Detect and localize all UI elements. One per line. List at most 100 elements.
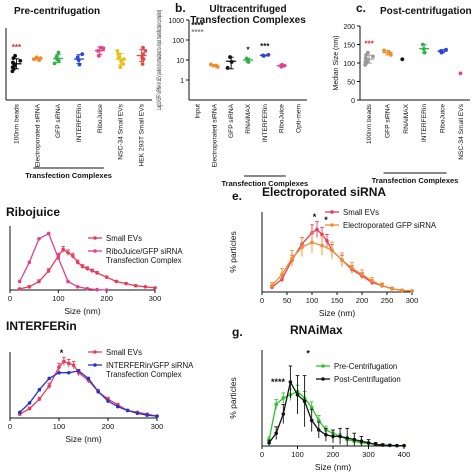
- x-tick-label: 300: [149, 294, 162, 303]
- x-tick-label: 0: [260, 296, 264, 305]
- data-point: [18, 410, 22, 415]
- legend-label: Pre-Centrifugation: [334, 362, 397, 371]
- x-axis-label: Size (nm): [65, 434, 102, 444]
- panel-title-line: RNAiMax: [290, 323, 343, 337]
- x-tick-label: 0: [8, 422, 12, 431]
- data-point: [95, 271, 99, 275]
- data-point: [290, 256, 294, 261]
- data-point: [75, 285, 80, 289]
- data-point: [116, 52, 121, 57]
- category-label: RiboJuice: [440, 104, 447, 133]
- data-point: [37, 279, 41, 284]
- data-point: [300, 245, 304, 249]
- x-tick-label: 200: [356, 296, 369, 305]
- data-point: [380, 443, 385, 447]
- legend-marker: [330, 210, 334, 214]
- y-tick-label: 150: [343, 43, 355, 50]
- data-point: [140, 62, 145, 66]
- x-tick-label: 300: [406, 296, 419, 305]
- data-point: [331, 434, 335, 439]
- x-tick-label: 400: [398, 450, 411, 459]
- y-tick-label: 10: [176, 58, 184, 65]
- x-axis-label: Size (nm): [315, 462, 352, 472]
- data-point: [274, 402, 279, 407]
- x-axis-label: Size (nm): [319, 308, 356, 318]
- data-point: [145, 413, 149, 417]
- data-point: [75, 260, 80, 265]
- data-point: [143, 285, 148, 289]
- legend-label-line: Transfection Complex: [106, 256, 182, 265]
- panel-title-line: Ultracentrifuged: [209, 4, 286, 15]
- legend-label: Small EVs: [106, 234, 142, 243]
- category-label: RNAiMAX: [245, 103, 252, 133]
- data-point: [27, 285, 32, 289]
- data-point: [267, 441, 271, 445]
- significance-mark: ***: [12, 43, 22, 52]
- series-line: [268, 390, 404, 447]
- legend-label-line: Transfection Complex: [106, 370, 182, 379]
- data-point: [27, 406, 32, 411]
- data-point: [281, 412, 286, 416]
- category-label: Input: [194, 104, 201, 119]
- data-point: [320, 243, 324, 248]
- data-point: [324, 433, 328, 437]
- category-label: NSC-34 Small EVs: [458, 103, 465, 159]
- data-point: [86, 376, 91, 381]
- significance-mark: ***: [260, 42, 270, 51]
- data-point: [85, 266, 90, 271]
- significance-mark: *: [60, 348, 64, 358]
- data-point: [395, 443, 399, 448]
- panel-c: 200 150 100 50 0 Median Size (nm) 100nm beads G…: [333, 24, 470, 185]
- panel-b: 1000 100 10 1 Log10 GFP siRNA in sEV pellet …: [156, 10, 308, 188]
- data-point: [106, 399, 110, 403]
- panel-label: c.: [356, 1, 366, 15]
- category-label: Electroporated siRNA: [34, 103, 41, 167]
- data-point: [280, 272, 284, 277]
- data-point: [37, 387, 42, 392]
- data-point: [114, 279, 119, 284]
- y-tick-label: 200: [343, 24, 355, 31]
- data-point: [338, 434, 342, 439]
- y-tick-label: 100: [343, 61, 355, 68]
- data-point: [104, 288, 109, 292]
- legend-label-line: Small EVs: [106, 348, 142, 357]
- data-point: [125, 408, 130, 413]
- data-point: [400, 57, 405, 62]
- panel-e: 0 50 100 150 200 250 300 Size (nm) % particles * *: [228, 210, 418, 318]
- data-point: [116, 404, 120, 409]
- panel-title: Pre-centrifugation: [14, 6, 100, 17]
- y-tick-label: 50: [347, 80, 355, 87]
- y-axis-label: % particles: [228, 231, 238, 273]
- data-point: [310, 240, 314, 245]
- data-point: [18, 58, 23, 63]
- data-point: [370, 279, 374, 283]
- data-point: [360, 272, 364, 277]
- data-point: [80, 264, 85, 269]
- significance-mark: ****: [191, 21, 204, 30]
- x-tick-label: 150: [331, 296, 344, 305]
- panel-title-line: Post-centrifugation: [380, 6, 472, 17]
- data-point: [281, 396, 286, 400]
- x-tick-label: 200: [327, 450, 340, 459]
- category-label: RNAiMAX: [403, 103, 410, 133]
- data-point: [270, 283, 274, 288]
- significance-mark: *: [246, 45, 250, 54]
- panel-label: b.: [175, 1, 186, 15]
- data-point: [46, 231, 51, 236]
- x-tick-label: 100: [52, 294, 65, 303]
- data-point: [57, 370, 61, 375]
- data-point: [71, 254, 75, 258]
- data-point: [402, 443, 406, 448]
- x-tick-label: 100: [291, 450, 304, 459]
- data-point: [371, 54, 375, 59]
- data-point: [66, 250, 70, 255]
- data-point: [17, 287, 22, 291]
- data-point: [37, 397, 42, 401]
- data-point: [366, 441, 371, 445]
- data-point: [390, 287, 394, 291]
- data-point: [96, 389, 100, 394]
- data-point: [104, 275, 109, 280]
- data-point: [400, 288, 404, 293]
- data-point: [309, 405, 314, 410]
- data-point: [288, 380, 293, 384]
